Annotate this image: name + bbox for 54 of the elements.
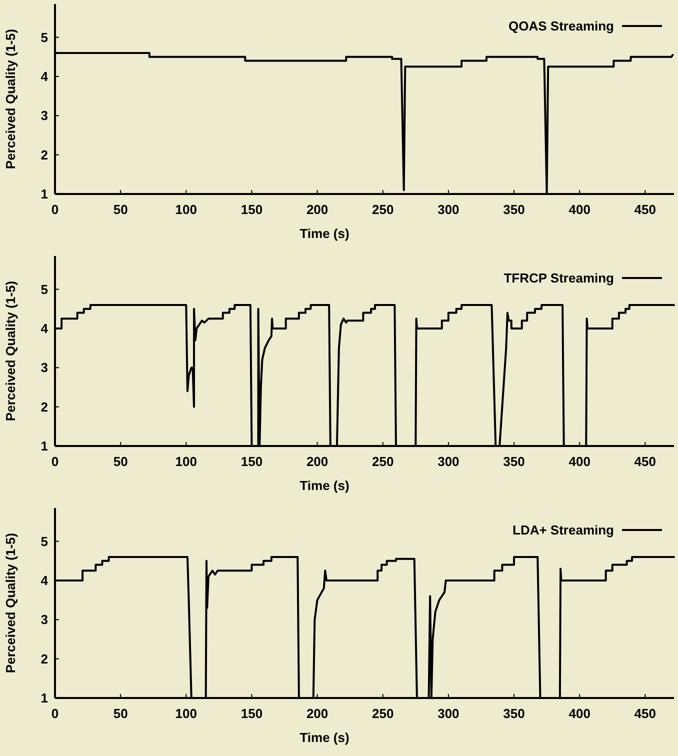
y-tick-label: 3 xyxy=(40,360,48,376)
x-tick-label: 0 xyxy=(51,706,59,721)
x-tick-label: 300 xyxy=(438,706,460,721)
x-tick-label: 50 xyxy=(113,454,128,469)
x-tick-label: 100 xyxy=(175,454,197,469)
y-tick-label: 1 xyxy=(40,438,48,454)
y-tick-label: 4 xyxy=(40,69,49,84)
y-tick-label: 4 xyxy=(40,321,49,336)
x-tick-label: 200 xyxy=(306,454,328,469)
y-tick-label: 5 xyxy=(40,30,48,45)
x-tick-label: 100 xyxy=(175,706,197,721)
x-tick-label: 350 xyxy=(503,202,525,217)
x-tick-label: 300 xyxy=(438,454,460,469)
x-tick-label: 400 xyxy=(568,706,590,721)
x-tick-label: 150 xyxy=(240,454,263,469)
x-tick-label: 150 xyxy=(240,706,263,721)
x-tick-label: 200 xyxy=(306,706,328,721)
y-axis-title: Perceived Quality (1-5) xyxy=(3,280,18,422)
x-tick-label: 400 xyxy=(568,454,590,469)
y-tick-label: 5 xyxy=(40,282,48,297)
x-tick-label: 0 xyxy=(51,202,59,217)
y-tick-label: 2 xyxy=(40,399,48,414)
legend-label: TFRCP Streaming xyxy=(504,270,614,286)
x-tick-label: 450 xyxy=(634,202,656,217)
x-axis-title: Time (s) xyxy=(300,478,350,493)
y-tick-label: 1 xyxy=(40,690,48,706)
x-tick-label: 0 xyxy=(51,454,59,469)
y-tick-label: 2 xyxy=(40,147,48,162)
x-tick-label: 300 xyxy=(438,202,460,217)
x-axis-title: Time (s) xyxy=(300,226,350,241)
x-tick-label: 400 xyxy=(568,202,590,217)
x-tick-label: 250 xyxy=(372,454,394,469)
legend-label: QOAS Streaming xyxy=(508,18,614,34)
y-axis-title: Perceived Quality (1-5) xyxy=(3,28,18,170)
x-tick-label: 50 xyxy=(113,706,128,721)
x-tick-label: 450 xyxy=(634,706,656,721)
x-tick-label: 450 xyxy=(634,454,656,469)
legend-label: LDA+ Streaming xyxy=(512,522,614,538)
x-tick-label: 350 xyxy=(503,706,525,721)
y-tick-label: 2 xyxy=(40,651,48,666)
x-tick-label: 250 xyxy=(372,706,394,721)
y-tick-label: 3 xyxy=(40,612,48,628)
y-axis-title: Perceived Quality (1-5) xyxy=(3,532,18,674)
y-tick-label: 1 xyxy=(40,186,48,202)
y-tick-label: 5 xyxy=(40,534,48,549)
x-axis-title: Time (s) xyxy=(300,730,350,745)
x-tick-label: 100 xyxy=(175,202,197,217)
x-tick-label: 150 xyxy=(240,202,263,217)
x-tick-label: 350 xyxy=(503,454,525,469)
x-tick-label: 200 xyxy=(306,202,328,217)
y-tick-label: 3 xyxy=(40,108,48,124)
x-tick-label: 50 xyxy=(113,202,128,217)
x-tick-label: 250 xyxy=(372,202,394,217)
y-tick-label: 4 xyxy=(40,573,49,588)
